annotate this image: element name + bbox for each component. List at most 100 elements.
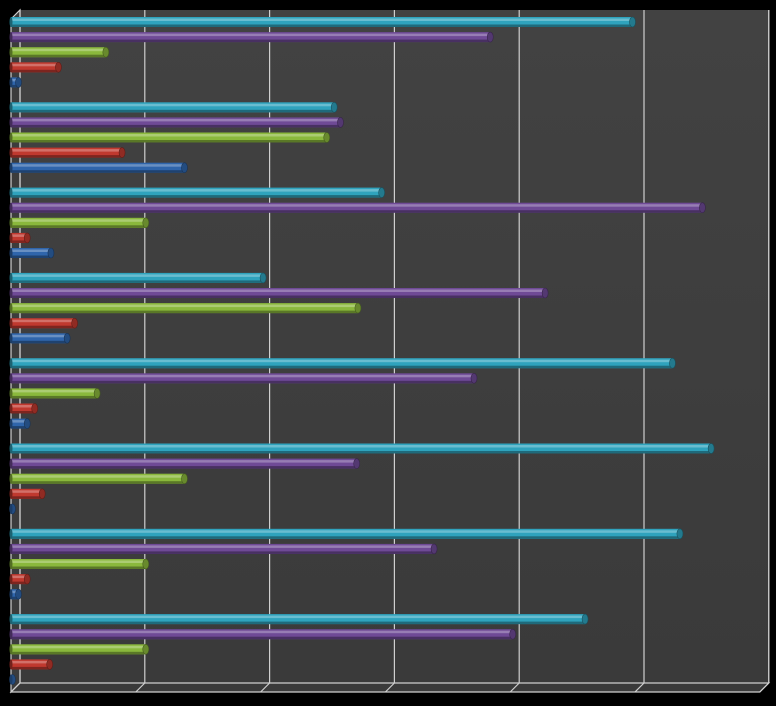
- bar-body: [11, 358, 673, 369]
- bar-highlight: [11, 164, 185, 167]
- bar: [9, 388, 101, 399]
- bar: [9, 488, 46, 500]
- bar-start-cap: [9, 47, 13, 58]
- bar-shadow: [11, 69, 59, 73]
- bar-end-cap: [142, 643, 150, 655]
- bar-shadow: [11, 596, 19, 600]
- bar-body: [11, 272, 264, 283]
- bar-end-cap: [699, 202, 706, 213]
- bar: [9, 458, 360, 469]
- bar-end-cap: [181, 473, 188, 485]
- bar-start-cap: [9, 543, 13, 554]
- bar-body: [11, 102, 335, 113]
- bar-highlight: [11, 420, 28, 423]
- bar-start-cap: [9, 62, 13, 73]
- bar-highlight: [11, 319, 75, 323]
- bar-shadow: [11, 84, 19, 88]
- bar: [9, 317, 78, 329]
- bar: [9, 272, 267, 284]
- bar-shadow: [11, 380, 475, 384]
- bar-shadow: [11, 170, 185, 173]
- bar-start-cap: [9, 318, 13, 329]
- bar-start-cap: [9, 589, 13, 600]
- bar-body: [11, 373, 475, 384]
- bar-highlight: [11, 48, 106, 52]
- bar-shadow: [11, 54, 106, 58]
- bar-highlight: [11, 134, 327, 137]
- bar: [9, 77, 22, 88]
- bar-body: [11, 473, 185, 484]
- bar: [9, 332, 71, 344]
- bar-end-cap: [330, 102, 338, 113]
- bar-highlight: [11, 660, 50, 664]
- bar-end-cap: [354, 302, 362, 314]
- bar-end-cap: [581, 613, 589, 625]
- bar-end-cap: [337, 117, 344, 128]
- bar-highlight: [11, 530, 680, 533]
- bar-shadow: [11, 295, 546, 298]
- bar: [9, 102, 338, 113]
- bar-shadow: [11, 666, 50, 670]
- bar-shadow: [11, 536, 680, 539]
- bar-end-cap: [353, 458, 360, 469]
- bar-body: [11, 132, 327, 143]
- bar-shadow: [11, 566, 146, 569]
- bar-highlight: [11, 304, 358, 308]
- bar-start-cap: [9, 528, 13, 539]
- bar-start-cap: [9, 403, 13, 414]
- bar-start-cap: [9, 202, 13, 213]
- bar: [9, 588, 22, 600]
- bar-start-cap: [9, 187, 13, 198]
- bar-end-cap: [71, 317, 78, 329]
- bar: [9, 659, 53, 670]
- gridline-floor: [634, 682, 645, 693]
- bar-end-cap: [15, 588, 22, 600]
- bar-shadow: [11, 395, 98, 399]
- bar-highlight: [11, 249, 51, 252]
- bar-body: [11, 32, 491, 43]
- gridline-floor: [509, 682, 520, 693]
- bar-end-cap: [23, 573, 31, 585]
- bar-end-cap: [47, 247, 55, 259]
- bar-start-cap: [9, 644, 13, 655]
- bar-body: [11, 318, 75, 329]
- bar-body: [11, 443, 712, 454]
- bar-end-cap: [669, 357, 676, 369]
- bar: [9, 443, 715, 454]
- bar-start-cap: [9, 102, 13, 113]
- bar-start-cap: [9, 443, 13, 454]
- bar: [9, 643, 150, 655]
- bar-start-cap: [9, 458, 13, 469]
- bar-highlight: [11, 63, 59, 67]
- bar-shadow: [11, 210, 703, 213]
- bar-highlight: [11, 560, 146, 563]
- bar-shadow: [11, 325, 75, 329]
- gridline-floor: [260, 682, 271, 693]
- bar-shadow: [11, 255, 51, 258]
- bar-body: [11, 47, 106, 58]
- bar-end-cap: [541, 287, 549, 299]
- bar: [9, 132, 331, 143]
- bar-highlight: [11, 18, 633, 21]
- bar-shadow: [11, 155, 123, 158]
- bar-highlight: [11, 575, 28, 579]
- bar-body: [11, 303, 358, 314]
- bar-highlight: [11, 274, 264, 277]
- bar: [9, 16, 636, 28]
- bar-start-cap: [9, 418, 13, 429]
- bar-body: [11, 543, 435, 554]
- bar-start-cap: [9, 373, 13, 384]
- bar-body: [11, 458, 357, 469]
- bar: [9, 543, 438, 555]
- bar-end-cap: [118, 147, 126, 158]
- bar: [9, 372, 478, 384]
- bar-body: [11, 659, 50, 670]
- bar-end-cap: [23, 232, 31, 244]
- bar-start-cap: [9, 473, 13, 484]
- bar-highlight: [11, 234, 28, 237]
- bar: [9, 573, 31, 585]
- bar-body: [11, 418, 28, 429]
- bar-end-cap: [15, 77, 22, 88]
- bar-highlight: [11, 118, 341, 122]
- bar: [9, 217, 150, 229]
